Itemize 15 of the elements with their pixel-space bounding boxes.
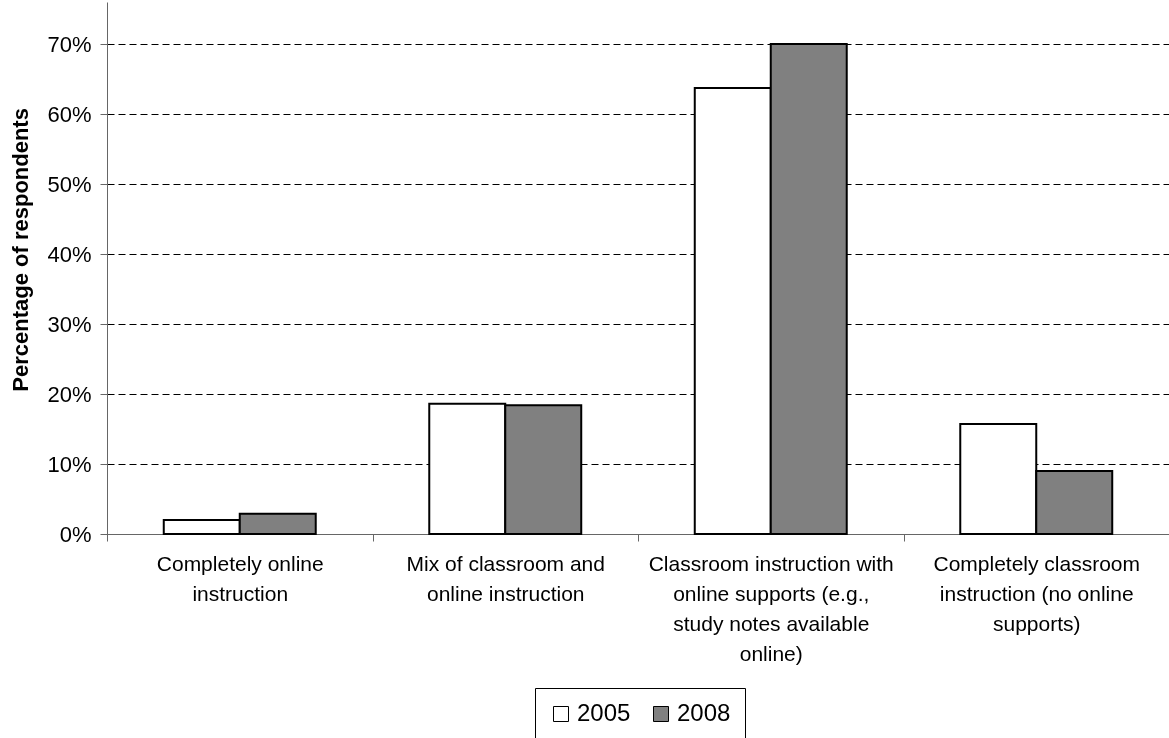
x-tick-label: Classroom instruction with online supports (e.g., study notes available online) [648, 551, 894, 665]
y-tick-label: 40% [47, 241, 92, 267]
y-tick-label: 0% [59, 521, 92, 547]
y-tick-label: 20% [47, 381, 92, 407]
y-tick-label: 10% [47, 451, 92, 477]
y-axis-title: Percentage of respondents [7, 108, 33, 392]
x-tick-label: Completely classroom instruction (no online supports) [933, 551, 1141, 635]
x-tick-label: Mix of classroom and online instruction [406, 551, 605, 605]
x-tick-label: Completely online instruction [156, 551, 324, 605]
y-tick-label: 60% [47, 101, 92, 127]
y-tick-label: 50% [47, 171, 92, 197]
y-tick-label: 70% [47, 31, 92, 57]
legend-label: 2008 [677, 699, 731, 726]
y-tick-label: 30% [47, 311, 92, 337]
legend-label: 2005 [577, 699, 631, 726]
